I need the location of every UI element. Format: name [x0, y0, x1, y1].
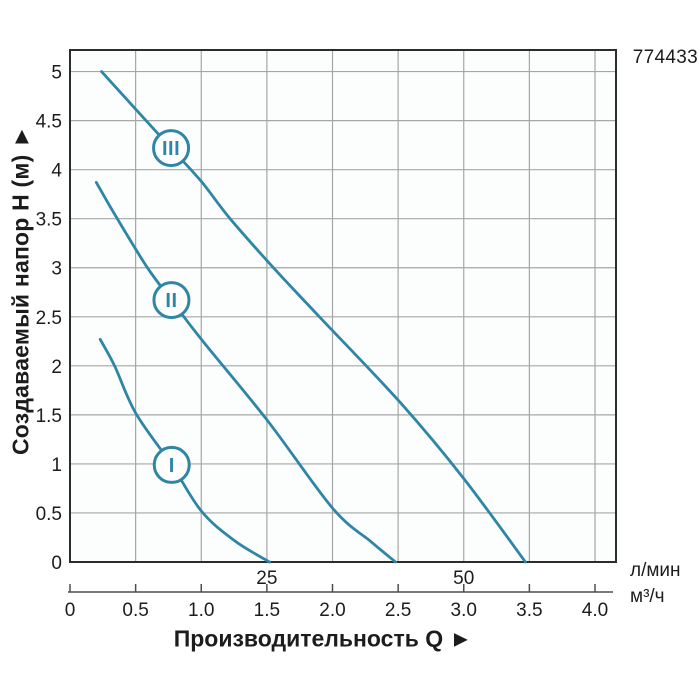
y-tick-label: 2: [51, 357, 62, 378]
speed-badge-label-I: I: [169, 455, 175, 477]
lmin-tick-label: 25: [256, 568, 277, 589]
y-tick-label: 5: [51, 63, 62, 84]
y-tick-label: 2.5: [36, 308, 62, 329]
y-tick-label: 4.5: [36, 112, 62, 133]
x-tick-label: 3.5: [516, 600, 542, 621]
x-tick-label: 1.0: [188, 600, 214, 621]
curve-II: [94, 181, 397, 564]
x-axis-title: Производительность Q ►: [173, 625, 473, 652]
x-tick-label: 0.5: [122, 600, 148, 621]
lmin-tick-label: 50: [453, 568, 474, 589]
x-tick-label: 0: [65, 600, 76, 621]
speed-badge-circle-III: [152, 129, 191, 168]
x-unit-label-lmin: л/мин: [630, 560, 681, 581]
y-axis-title: Создаваемый напор H (м) ►: [7, 124, 34, 456]
y-tick-label: 0.5: [36, 504, 62, 525]
speed-badge-label-III: III: [162, 138, 180, 160]
y-tick-label: 3: [51, 259, 62, 280]
x-tick-label: 3.0: [451, 600, 477, 621]
y-tick-label: 3.5: [36, 210, 62, 231]
x-tick-label: 2.5: [385, 600, 411, 621]
y-tick-label: 0: [51, 553, 62, 574]
plot-frame: [69, 49, 617, 563]
speed-badge-label-II: II: [165, 290, 177, 312]
speed-badge-circle-II: [152, 281, 191, 320]
x-tick-label: 4.0: [582, 600, 608, 621]
model-number: 774433: [632, 47, 698, 68]
x-unit-label-m3h: м³/ч: [630, 586, 665, 607]
y-tick-label: 4: [51, 161, 62, 182]
x-tick-label: 1.5: [254, 600, 280, 621]
y-tick-label: 1.5: [36, 406, 62, 427]
x-tick-label: 2.0: [319, 600, 345, 621]
y-tick-label: 1: [51, 455, 62, 476]
speed-badge-circle-I: [152, 445, 191, 484]
